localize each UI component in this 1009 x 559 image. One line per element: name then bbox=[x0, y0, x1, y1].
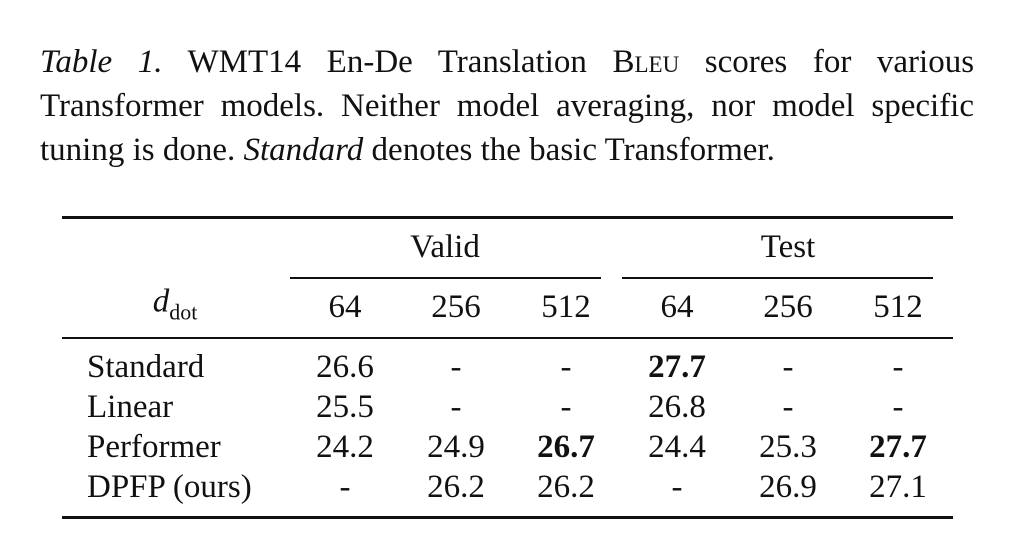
caption-bleu: Bleu bbox=[612, 44, 680, 80]
table-cell: - bbox=[782, 349, 794, 385]
table-cell: - bbox=[671, 469, 683, 505]
table-cell: 25.5 bbox=[316, 389, 374, 425]
table-cell: 27.7 bbox=[648, 349, 706, 385]
row-label: DPFP (ours) bbox=[87, 469, 252, 505]
table-cell: 26.9 bbox=[759, 469, 817, 505]
table-cell: - bbox=[892, 349, 904, 385]
mid-rule bbox=[290, 277, 601, 279]
row-header: ddot bbox=[153, 282, 198, 333]
caption-label: Table 1. bbox=[40, 44, 163, 80]
column-header: 512 bbox=[873, 289, 923, 325]
row-label: Standard bbox=[87, 349, 205, 385]
caption-italic: Standard bbox=[243, 132, 364, 168]
group-header: Valid bbox=[410, 229, 480, 265]
table-cell: - bbox=[339, 469, 351, 505]
column-header: 512 bbox=[541, 289, 591, 325]
caption-text: scores for various Transformer models. N… bbox=[40, 44, 975, 168]
table-cell: 27.7 bbox=[869, 429, 927, 465]
column-header: 256 bbox=[431, 289, 481, 325]
table-cell: 24.9 bbox=[427, 429, 485, 465]
table-cell: 25.3 bbox=[759, 429, 817, 465]
group-header: Test bbox=[760, 229, 816, 265]
table-cell: 24.4 bbox=[648, 429, 706, 465]
table-cell: - bbox=[560, 389, 572, 425]
column-header: 64 bbox=[328, 289, 362, 325]
table-cell: 24.2 bbox=[316, 429, 374, 465]
row-label: Linear bbox=[87, 389, 174, 425]
table-cell: - bbox=[560, 349, 572, 385]
caption-text: denotes the basic Transformer. bbox=[371, 132, 775, 168]
caption-text: WMT14 En-De Translation bbox=[187, 44, 587, 80]
table-cell: - bbox=[782, 389, 794, 425]
table-cell: 26.2 bbox=[427, 469, 485, 505]
table-cell: 26.8 bbox=[648, 389, 706, 425]
row-label: Performer bbox=[87, 429, 221, 465]
table-cell: 26.2 bbox=[537, 469, 595, 505]
mid-rule bbox=[622, 277, 933, 279]
bottom-rule bbox=[62, 516, 953, 519]
column-header: 256 bbox=[763, 289, 813, 325]
column-header: 64 bbox=[660, 289, 694, 325]
table-cell: 26.7 bbox=[537, 429, 595, 465]
table-cell: - bbox=[450, 389, 462, 425]
row-header-subscript: dot bbox=[169, 299, 198, 325]
table-cell: 27.1 bbox=[869, 469, 927, 505]
row-header-symbol: d bbox=[152, 283, 170, 320]
table-cell: 26.6 bbox=[316, 349, 374, 385]
table-cell: - bbox=[892, 389, 904, 425]
header-rule bbox=[62, 337, 953, 339]
table-cell: - bbox=[450, 349, 462, 385]
top-rule bbox=[62, 216, 953, 219]
caption: Table 1. WMT14 En-De Translation Bleu sc… bbox=[40, 40, 974, 172]
